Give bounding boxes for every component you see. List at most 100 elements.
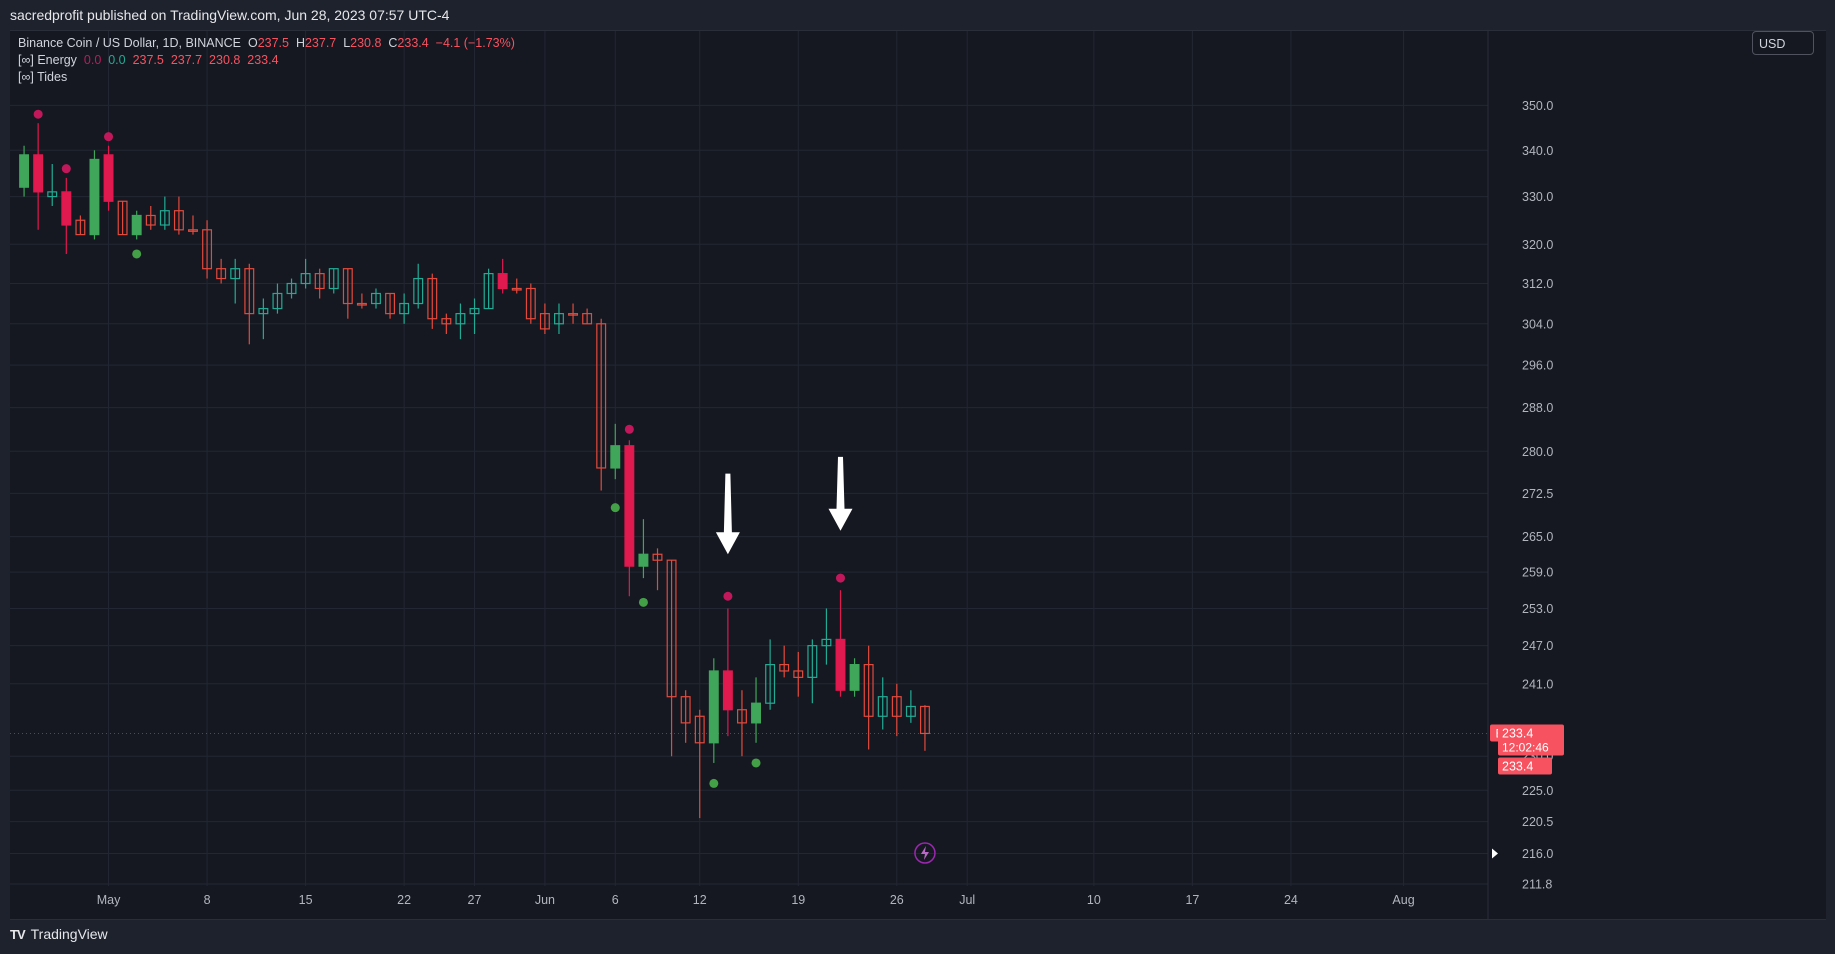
- energy-indicator-label[interactable]: [∞] Energy: [18, 53, 77, 67]
- y-tick-label: 296.0: [1522, 359, 1553, 373]
- candle-body: [188, 229, 198, 232]
- candle-body: [849, 664, 860, 691]
- tides-indicator-label[interactable]: [∞] Tides: [18, 70, 68, 84]
- x-tick-label: May: [97, 893, 121, 907]
- legend-tides-row[interactable]: [∞] Tides: [18, 69, 515, 86]
- candle-body: [272, 292, 283, 310]
- candle-body: [202, 229, 213, 270]
- candle-body: [793, 670, 804, 678]
- candle-body: [722, 670, 733, 711]
- x-tick-label: 24: [1284, 893, 1298, 907]
- signal-dot: [709, 778, 719, 788]
- y-tick-label: 320.0: [1522, 238, 1553, 252]
- brand-name: TradingView: [30, 926, 108, 942]
- candle-body: [905, 705, 916, 717]
- candle-body: [779, 664, 790, 672]
- annotation-arrow: [828, 456, 853, 531]
- candle-body: [835, 638, 846, 691]
- signal-dot: [61, 164, 71, 174]
- y-tick-label: 272.5: [1522, 487, 1553, 501]
- price-tag-lower: 233.4: [1502, 759, 1533, 773]
- candle-body: [680, 696, 691, 724]
- candle-body: [821, 638, 832, 647]
- price-tag: 233.4: [1502, 726, 1533, 740]
- signal-dot: [610, 503, 620, 513]
- candle-body: [47, 191, 58, 198]
- candle-body: [877, 696, 888, 717]
- candle-body: [765, 664, 776, 704]
- candle-body: [807, 645, 818, 678]
- candle-body: [328, 268, 339, 290]
- publish-header: sacredprofit published on TradingView.co…: [0, 0, 1835, 30]
- y-tick-label: 288.0: [1522, 401, 1553, 415]
- candle-body: [751, 702, 762, 724]
- x-tick-label: 22: [397, 893, 411, 907]
- signal-dot: [33, 109, 43, 119]
- x-tick-label: Jul: [959, 893, 975, 907]
- candle-body: [525, 287, 536, 320]
- candle-body: [314, 273, 325, 290]
- y-tick-label: 312.0: [1522, 277, 1553, 291]
- x-tick-label: Aug: [1392, 893, 1414, 907]
- candle-body: [694, 715, 705, 744]
- signal-dot: [104, 132, 114, 142]
- lightning-glyph: [920, 846, 929, 860]
- y-tick-label: 220.5: [1522, 815, 1553, 829]
- price-tag-bg-2: [1498, 757, 1552, 775]
- y-tick-label: 350.0: [1522, 99, 1553, 113]
- currency-selector[interactable]: USD: [1752, 31, 1814, 55]
- change-value: −4.1 (−1.73%): [435, 36, 515, 50]
- x-tick-label: 26: [890, 893, 904, 907]
- signal-dot: [132, 249, 142, 259]
- candle-body: [131, 214, 142, 236]
- candle-body: [652, 553, 663, 561]
- tradingview-logo-icon: TV: [10, 926, 26, 942]
- countdown-timer: 12:02:46: [1502, 740, 1549, 754]
- candle-body: [342, 268, 353, 305]
- x-tick-label: 12: [693, 893, 707, 907]
- footer-branding: TV TradingView: [10, 926, 108, 942]
- candle-body: [554, 313, 564, 325]
- chart-area[interactable]: 350.0 340.0 330.0 320.0 312.0 304.0 296.0 288.0…: [10, 30, 1826, 920]
- candle-body: [610, 445, 621, 469]
- axis-marker-icon: [1492, 848, 1498, 859]
- y-tick-label: 280.0: [1522, 445, 1553, 459]
- candle-body: [230, 268, 241, 280]
- y-tick-label: 241.0: [1522, 677, 1553, 691]
- x-tick-label: 19: [791, 893, 805, 907]
- candle-body: [19, 154, 30, 188]
- legend-main-row[interactable]: Binance Coin / US Dollar, 1D, BINANCE O2…: [18, 36, 515, 50]
- y-tick-label: 253.0: [1522, 602, 1553, 616]
- signal-dot: [835, 573, 845, 583]
- candle-body: [371, 292, 381, 305]
- candle-body: [159, 210, 170, 226]
- x-tick-label: 6: [612, 893, 619, 907]
- y-tick-label: 259.0: [1522, 566, 1553, 580]
- candle-body: [300, 273, 311, 285]
- candle-body: [568, 313, 579, 316]
- lightning-icon: [914, 842, 936, 864]
- y-tick-label: 265.0: [1522, 530, 1553, 544]
- candle-body: [117, 200, 128, 236]
- candle-body: [89, 158, 100, 236]
- candle-body: [483, 273, 494, 310]
- x-tick-label: 10: [1087, 893, 1101, 907]
- symbol-title[interactable]: Binance Coin / US Dollar, 1D, BINANCE: [18, 36, 242, 50]
- candle-body: [666, 559, 677, 698]
- candle-body: [919, 705, 930, 735]
- candle-body: [624, 445, 635, 567]
- x-tick-label: 27: [468, 893, 482, 907]
- low-value: 230.8: [350, 36, 382, 50]
- candle-body: [582, 313, 593, 325]
- y-tick-label: 304.0: [1522, 317, 1553, 331]
- candle-body: [638, 553, 649, 567]
- candle-body: [497, 273, 508, 290]
- candle-body: [399, 302, 410, 315]
- candle-body: [244, 268, 255, 315]
- y-tick-label: 216.0: [1522, 847, 1553, 861]
- candle-body: [103, 154, 114, 202]
- candle-body: [173, 210, 184, 231]
- candle-body: [736, 709, 747, 724]
- legend-energy-row[interactable]: [∞] Energy 0.0 0.0 237.5 237.7 230.8 233…: [18, 53, 279, 67]
- candlestick-chart[interactable]: 350.0 340.0 330.0 320.0 312.0 304.0 296.0 288.0…: [10, 31, 1826, 919]
